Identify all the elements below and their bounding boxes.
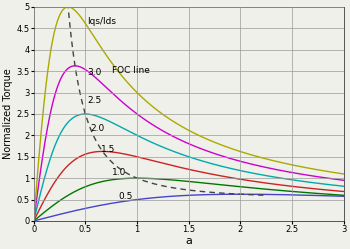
Text: 1.5: 1.5 bbox=[101, 145, 115, 154]
Text: 2.5: 2.5 bbox=[88, 96, 102, 105]
Y-axis label: Normalized Torque: Normalized Torque bbox=[4, 68, 13, 159]
Text: Iqs/Ids: Iqs/Ids bbox=[88, 17, 117, 26]
X-axis label: a: a bbox=[185, 236, 192, 246]
Text: 1.0: 1.0 bbox=[112, 168, 127, 177]
Text: 0.5: 0.5 bbox=[118, 192, 133, 201]
Text: 3.0: 3.0 bbox=[88, 67, 102, 77]
Text: FOC line: FOC line bbox=[112, 66, 150, 75]
Text: 2.0: 2.0 bbox=[91, 124, 105, 133]
